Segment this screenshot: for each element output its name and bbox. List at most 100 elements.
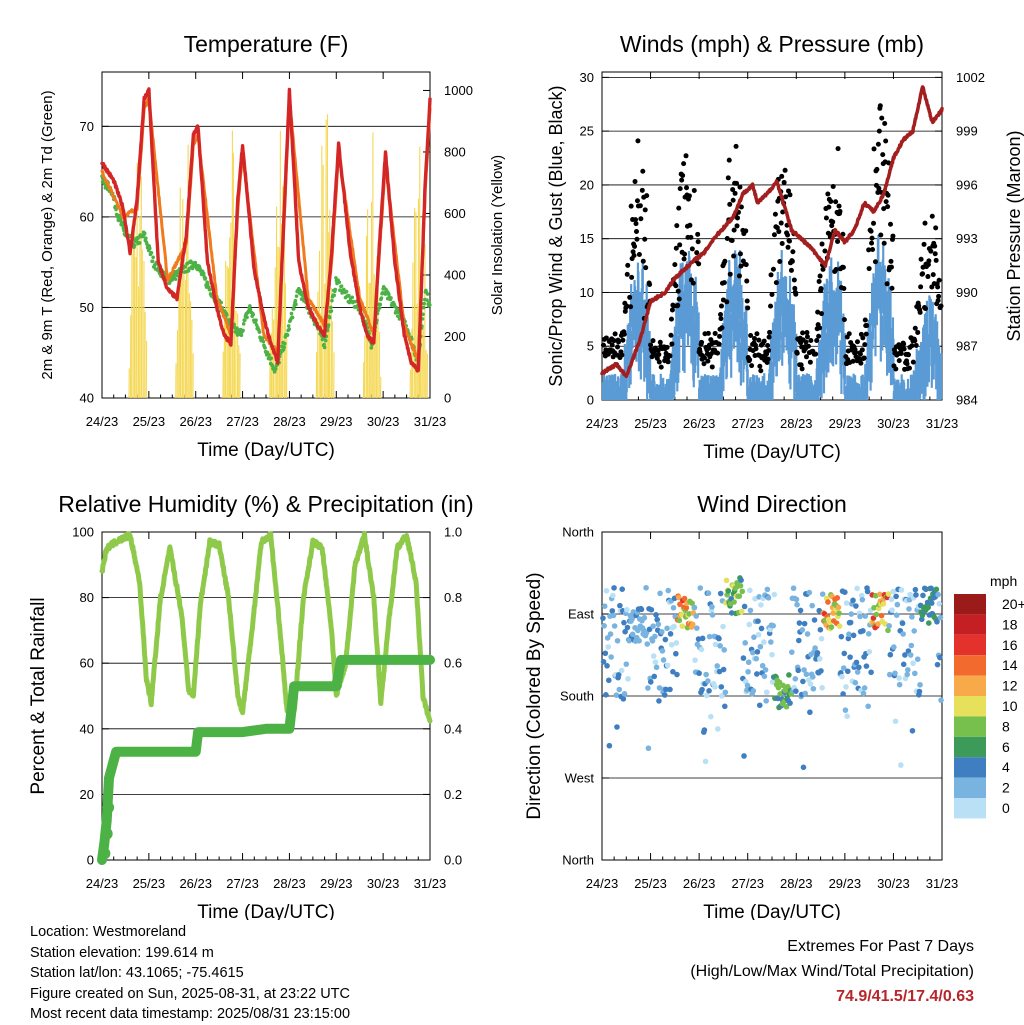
y2-tick-label: 0.8: [444, 590, 462, 605]
gust-point: [817, 325, 822, 330]
direction-point: [935, 662, 941, 668]
dewpoint-point: [370, 346, 374, 350]
y2-tick-label: 984: [956, 393, 978, 408]
x-tick-label: 30/23: [877, 876, 910, 891]
gust-point: [915, 330, 920, 335]
y-axis-label: 2m & 9m T (Red, Orange) & 2m Td (Green): [39, 90, 56, 379]
dewpoint-point: [208, 288, 212, 292]
direction-point: [797, 620, 803, 626]
direction-point: [673, 651, 679, 657]
gust-point: [737, 273, 742, 278]
dewpoint-point: [248, 304, 252, 308]
direction-point: [881, 601, 887, 607]
gust-point: [657, 360, 662, 365]
gust-point: [728, 272, 733, 277]
gust-point: [783, 168, 788, 173]
x-tick-label: 27/23: [731, 416, 764, 431]
gust-point: [893, 367, 898, 372]
direction-point: [720, 624, 726, 630]
gust-point: [804, 339, 809, 344]
direction-point: [742, 604, 748, 610]
gust-point: [885, 204, 890, 209]
dewpoint-point: [330, 299, 334, 303]
gust-point: [629, 275, 634, 280]
gust-point: [738, 251, 743, 256]
direction-point: [639, 607, 645, 613]
direction-point: [608, 654, 614, 660]
precip-point: [101, 828, 113, 840]
gust-point: [635, 198, 640, 203]
direction-point: [652, 634, 658, 640]
gust-point: [696, 239, 701, 244]
gust-point: [722, 259, 727, 264]
x-tick-label: 25/23: [133, 414, 166, 429]
dewpoint-point: [286, 333, 290, 337]
direction-point: [700, 636, 706, 642]
x-tick-label: 28/23: [273, 876, 306, 891]
direction-point: [653, 612, 659, 618]
gust-point: [790, 249, 795, 254]
direction-point: [829, 624, 835, 630]
gust-point: [819, 286, 824, 291]
x-axis-label: Time (Day/UTC): [197, 902, 335, 920]
gust-point: [879, 116, 884, 121]
x-tick-label: 26/23: [683, 876, 716, 891]
gust-point: [768, 304, 773, 309]
x-tick-label: 30/23: [367, 876, 400, 891]
gust-point: [913, 326, 918, 331]
gust-point: [841, 286, 846, 291]
direction-point: [865, 703, 871, 709]
dewpoint-point: [263, 346, 267, 350]
direction-point: [898, 762, 904, 768]
gust-point: [632, 253, 637, 258]
direction-point: [865, 589, 871, 595]
gust-point: [926, 258, 931, 263]
direction-point: [772, 592, 778, 598]
direction-point: [936, 601, 942, 607]
direction-point: [910, 728, 916, 734]
y-tick-label: 20: [580, 177, 594, 192]
gust-point: [722, 280, 727, 285]
gust-point: [684, 153, 689, 158]
gust-point: [864, 323, 869, 328]
y-tick-label: 80: [80, 590, 94, 605]
gust-point: [923, 306, 928, 311]
gust-point: [634, 221, 639, 226]
gust-point: [733, 191, 738, 196]
gust-point: [847, 331, 852, 336]
colorbar-label: 4: [1002, 759, 1010, 775]
gust-point: [749, 363, 754, 368]
gust-point: [732, 228, 737, 233]
direction-point: [910, 660, 916, 666]
direction-point: [787, 700, 793, 706]
gust-point: [758, 368, 763, 373]
direction-point: [837, 623, 843, 629]
location-text: Location: Westmoreland: [30, 922, 350, 943]
gust-point: [635, 138, 640, 143]
gust-point: [640, 169, 645, 174]
y2-tick-label: 600: [444, 206, 466, 221]
direction-point: [909, 614, 915, 620]
gust-point: [719, 325, 724, 330]
gust-point: [762, 339, 767, 344]
gust-point: [713, 331, 718, 336]
x-tick-label: 27/23: [226, 414, 259, 429]
x-tick-label: 31/23: [414, 876, 447, 891]
gust-point: [933, 225, 938, 230]
direction-point: [895, 602, 901, 608]
direction-point: [770, 623, 776, 629]
latlon-text: Station lat/lon: 43.1065; -75.4615: [30, 963, 350, 984]
x-tick-label: 31/23: [414, 414, 447, 429]
x-tick-label: 29/23: [320, 414, 353, 429]
gust-point: [822, 248, 827, 253]
direction-point: [789, 649, 795, 655]
direction-point: [755, 618, 761, 624]
direction-point: [848, 620, 854, 626]
direction-point: [706, 688, 712, 694]
direction-point: [848, 611, 854, 617]
x-tick-label: 31/23: [926, 416, 959, 431]
direction-point: [650, 623, 656, 629]
gust-point: [717, 342, 722, 347]
direction-point: [917, 689, 923, 695]
